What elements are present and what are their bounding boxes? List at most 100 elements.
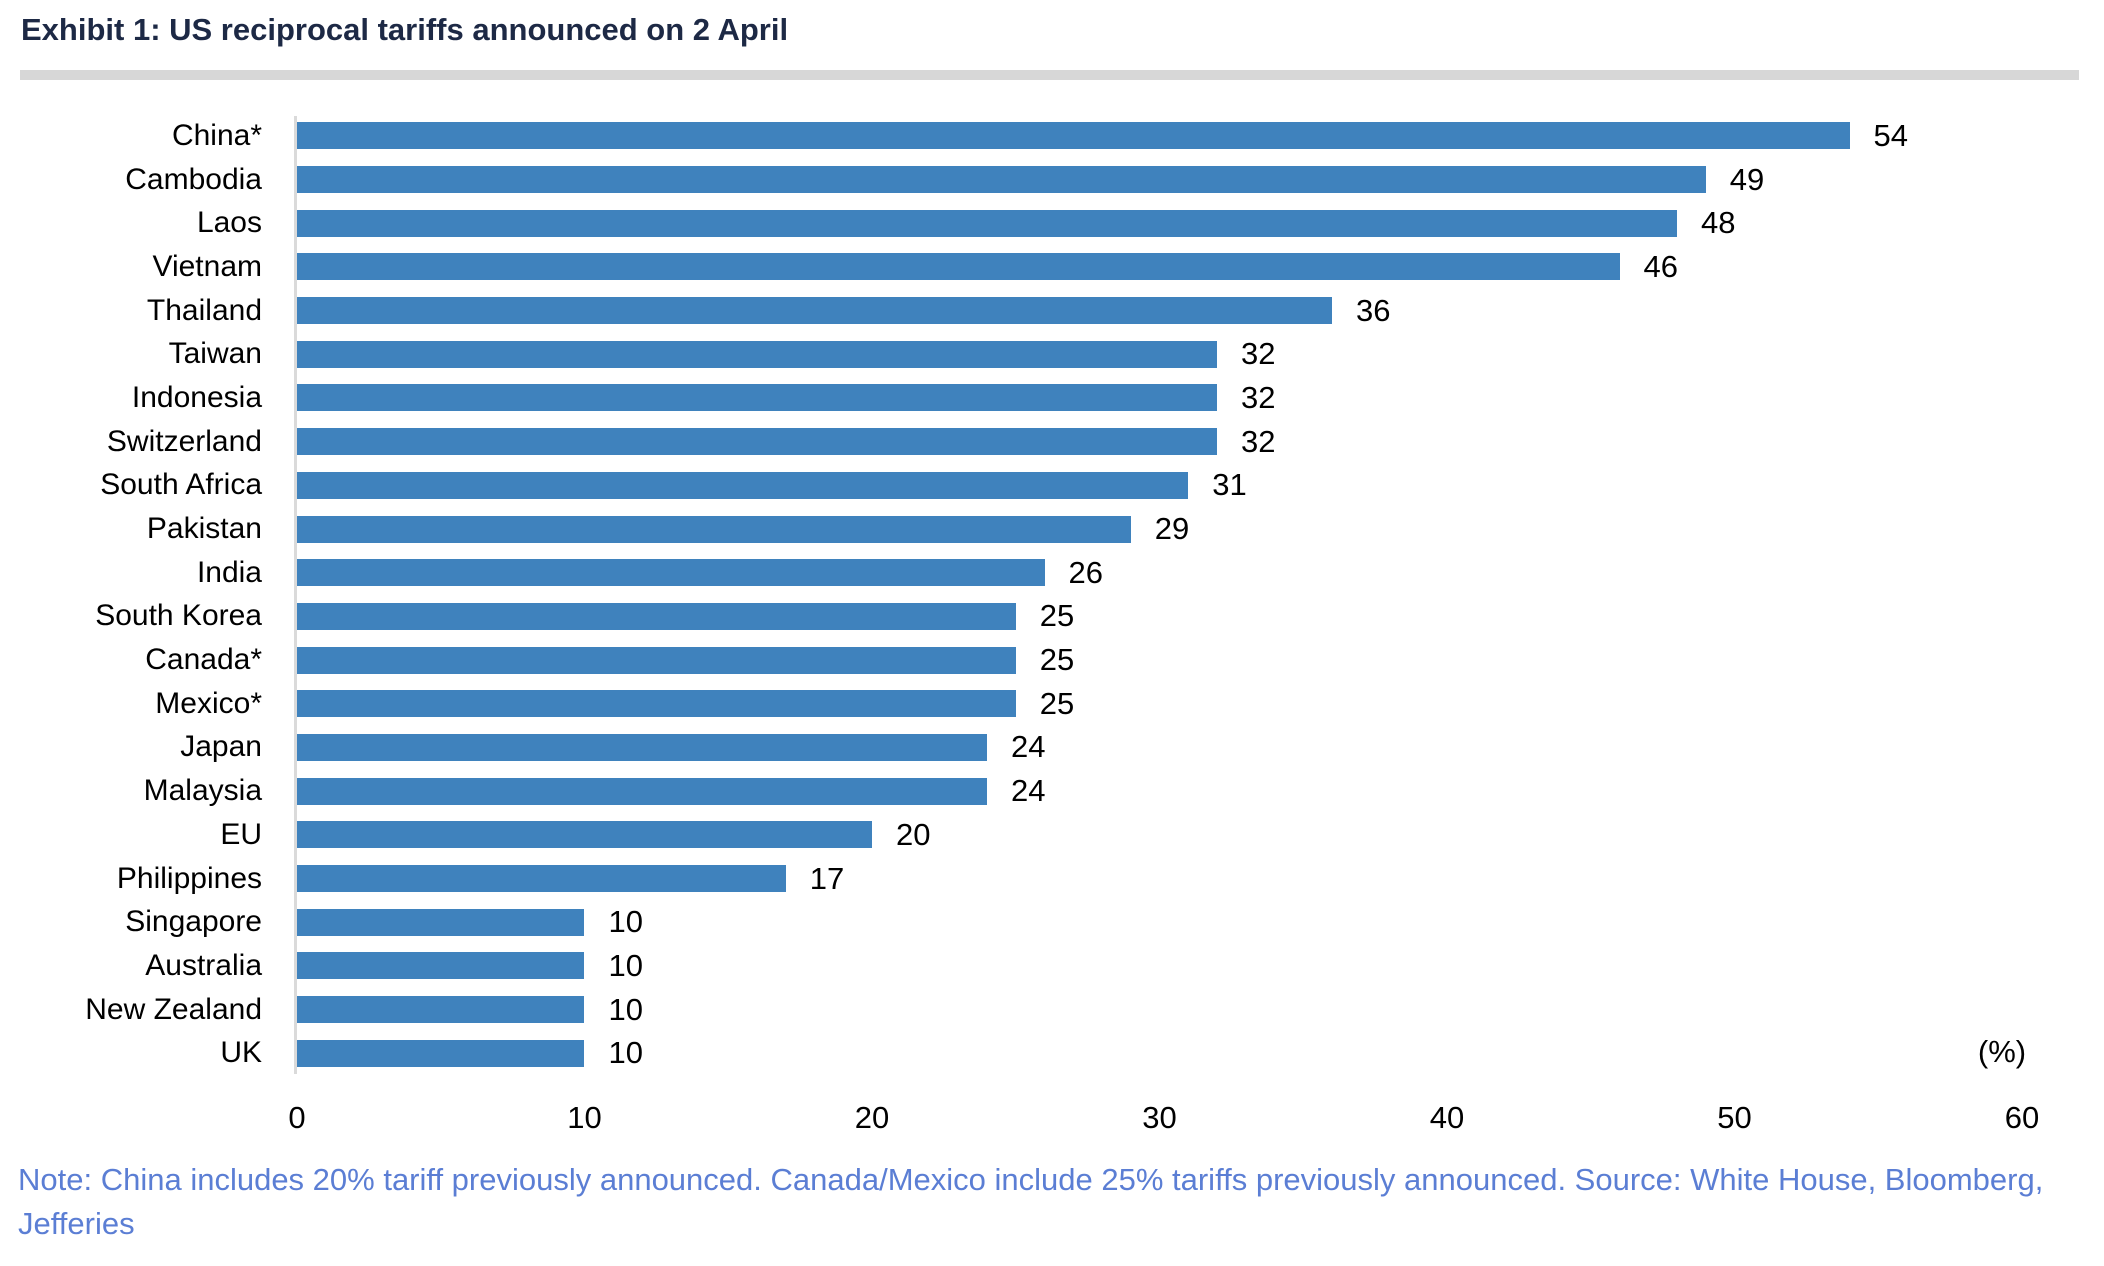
table-row: Canada* 25 xyxy=(0,638,2104,682)
category-label: Pakistan xyxy=(146,512,262,546)
bar-track: 24 xyxy=(297,773,2022,808)
bar-track: 48 xyxy=(297,205,2022,240)
bar-track: 25 xyxy=(297,642,2022,677)
bar-track: 10 xyxy=(297,904,2022,939)
bar xyxy=(297,559,1045,587)
bar xyxy=(297,471,1189,499)
bar xyxy=(297,428,1217,456)
category-label: Philippines xyxy=(116,861,262,895)
bar xyxy=(297,690,1016,718)
category-label: Indonesia xyxy=(131,380,262,414)
value-label: 26 xyxy=(1068,554,1103,590)
tariff-bar-chart: China* 54 Cambodia 49 Laos 48 Vietnam 46 Thailan… xyxy=(0,114,2104,1076)
bar-track: 20 xyxy=(297,817,2022,852)
bar xyxy=(297,384,1217,412)
table-row: Vietnam 46 xyxy=(0,245,2104,289)
bar xyxy=(297,515,1131,543)
x-tick-label: 40 xyxy=(1429,1100,1465,1135)
bar-track: 10 xyxy=(297,1035,2022,1070)
value-label: 36 xyxy=(1356,292,1391,328)
exhibit-title: Exhibit 1: US reciprocal tariffs announc… xyxy=(21,12,789,47)
category-label: Cambodia xyxy=(125,162,262,196)
bar-track: 10 xyxy=(297,992,2022,1027)
table-row: South Korea 25 xyxy=(0,595,2104,639)
table-row: South Africa 31 xyxy=(0,464,2104,508)
category-label: Australia xyxy=(145,948,262,982)
x-axis-ticks: 0 10 20 30 40 50 60 xyxy=(288,1100,2039,1140)
table-row: Mexico* 25 xyxy=(0,682,2104,726)
value-label: 10 xyxy=(608,991,643,1027)
category-label: India xyxy=(196,555,262,589)
category-label: Laos xyxy=(196,206,262,240)
table-row: Switzerland 32 xyxy=(0,420,2104,464)
table-row: Pakistan 29 xyxy=(0,507,2104,551)
bar xyxy=(297,821,872,849)
table-row: Thailand 36 xyxy=(0,289,2104,333)
category-label: South Korea xyxy=(95,599,262,633)
table-row: Singapore 10 xyxy=(0,900,2104,944)
category-label: South Africa xyxy=(100,468,262,502)
value-label: 49 xyxy=(1729,161,1765,197)
value-label: 29 xyxy=(1154,511,1190,547)
category-label: EU xyxy=(220,817,262,851)
table-row: EU 20 xyxy=(0,813,2104,857)
source-note: Note: China includes 20% tariff previous… xyxy=(18,1162,2044,1242)
bar-track: 25 xyxy=(297,598,2022,633)
value-label: 10 xyxy=(608,947,643,983)
bar-track: 29 xyxy=(297,511,2022,546)
bar xyxy=(297,297,1332,325)
x-tick-label: 10 xyxy=(567,1100,602,1135)
bar xyxy=(297,733,987,761)
bar-track: 36 xyxy=(297,293,2022,328)
bar-track: 49 xyxy=(297,162,2022,197)
category-label: UK xyxy=(220,1036,262,1070)
bar xyxy=(297,865,786,893)
value-label: 46 xyxy=(1643,248,1678,284)
x-tick-label: 30 xyxy=(1142,1100,1177,1135)
category-label: Thailand xyxy=(146,293,262,327)
bar-track: 10 xyxy=(297,948,2022,983)
category-label: Japan xyxy=(180,730,262,764)
value-label: 10 xyxy=(608,904,643,940)
x-tick-label: 20 xyxy=(854,1100,890,1135)
bar xyxy=(297,253,1620,281)
category-label: Canada* xyxy=(145,643,262,677)
table-row: Indonesia 32 xyxy=(0,376,2104,420)
bar xyxy=(297,166,1706,194)
bar xyxy=(297,340,1217,368)
bar-track: 46 xyxy=(297,249,2022,284)
x-tick-label: 60 xyxy=(2004,1100,2040,1135)
value-label: 32 xyxy=(1241,379,1276,415)
bar xyxy=(297,602,1016,630)
table-row: Japan 24 xyxy=(0,726,2104,770)
category-label: New Zealand xyxy=(85,992,262,1026)
category-label: Mexico* xyxy=(155,686,262,720)
table-row: Cambodia 49 xyxy=(0,158,2104,202)
x-tick-label: 0 xyxy=(288,1100,306,1135)
table-row: Malaysia 24 xyxy=(0,769,2104,813)
x-axis-unit-label: (%) xyxy=(1977,1034,2027,1069)
value-label: 25 xyxy=(1039,598,1075,634)
y-axis-line xyxy=(294,116,297,1074)
category-label: Singapore xyxy=(125,905,262,939)
bar xyxy=(297,1039,585,1067)
bar-track: 32 xyxy=(297,424,2022,459)
category-label: Malaysia xyxy=(143,774,262,808)
bar xyxy=(297,908,585,936)
bar-track: 32 xyxy=(297,336,2022,371)
bar-track: 24 xyxy=(297,729,2022,764)
value-label: 10 xyxy=(608,1035,643,1071)
table-row: China* 54 xyxy=(0,114,2104,158)
category-label: Taiwan xyxy=(168,337,262,371)
bar-rows: China* 54 Cambodia 49 Laos 48 Vietnam 46 Thailan… xyxy=(0,114,2104,1075)
value-label: 17 xyxy=(809,860,845,896)
value-label: 31 xyxy=(1212,467,1247,503)
category-label: Switzerland xyxy=(106,424,262,458)
value-label: 25 xyxy=(1039,685,1075,721)
table-row: India 26 xyxy=(0,551,2104,595)
table-row: UK 10 xyxy=(0,1031,2104,1075)
value-label: 24 xyxy=(1011,729,1046,765)
value-label: 48 xyxy=(1701,205,1736,241)
value-label: 32 xyxy=(1241,336,1276,372)
